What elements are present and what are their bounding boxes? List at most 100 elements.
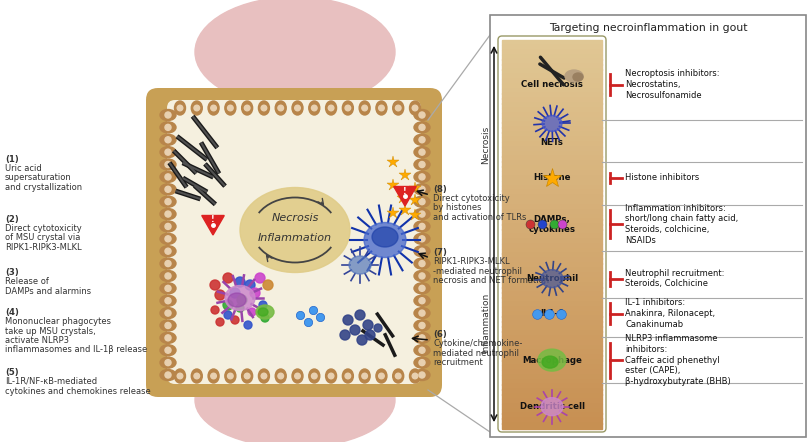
Ellipse shape — [160, 122, 176, 133]
Text: DAMPs,
cytokines: DAMPs, cytokines — [528, 215, 575, 234]
Ellipse shape — [414, 271, 430, 282]
Ellipse shape — [419, 112, 425, 118]
Ellipse shape — [419, 211, 425, 217]
Bar — [502, 404, 602, 409]
Circle shape — [343, 315, 353, 325]
Text: !: ! — [403, 187, 407, 195]
Ellipse shape — [228, 373, 233, 379]
Ellipse shape — [160, 357, 176, 368]
Bar — [502, 380, 602, 385]
Ellipse shape — [414, 283, 430, 294]
Ellipse shape — [177, 373, 183, 379]
Ellipse shape — [165, 137, 171, 143]
Bar — [502, 147, 602, 152]
Ellipse shape — [419, 285, 425, 291]
Ellipse shape — [419, 347, 425, 353]
Ellipse shape — [414, 147, 430, 158]
Ellipse shape — [160, 110, 176, 121]
Ellipse shape — [419, 260, 425, 267]
Ellipse shape — [419, 372, 425, 378]
Ellipse shape — [412, 373, 418, 379]
Bar — [502, 219, 602, 225]
Circle shape — [216, 318, 224, 326]
Text: RIPK1-RIPK3-MLKL: RIPK1-RIPK3-MLKL — [5, 243, 82, 252]
Bar — [502, 74, 602, 79]
Bar — [502, 122, 602, 128]
Bar — [490, 15, 806, 437]
Ellipse shape — [261, 373, 266, 379]
Ellipse shape — [278, 105, 284, 111]
Ellipse shape — [165, 211, 171, 217]
Ellipse shape — [414, 159, 430, 170]
Ellipse shape — [419, 161, 425, 168]
Text: Inflammation: Inflammation — [258, 233, 332, 243]
Bar — [502, 64, 602, 69]
Bar — [502, 59, 602, 65]
Bar — [502, 137, 602, 142]
Ellipse shape — [165, 372, 171, 378]
Ellipse shape — [208, 369, 219, 383]
Text: Release of: Release of — [5, 277, 49, 286]
Text: supersaturation: supersaturation — [5, 174, 72, 183]
Ellipse shape — [419, 335, 425, 341]
Circle shape — [374, 324, 382, 332]
Ellipse shape — [165, 347, 171, 353]
Ellipse shape — [349, 256, 371, 274]
Text: Necrosis: Necrosis — [481, 126, 491, 164]
Circle shape — [215, 290, 225, 300]
Ellipse shape — [160, 271, 176, 282]
Bar — [502, 156, 602, 162]
Ellipse shape — [295, 105, 301, 111]
Bar — [502, 132, 602, 137]
Ellipse shape — [165, 112, 171, 118]
Ellipse shape — [160, 246, 176, 257]
Ellipse shape — [225, 369, 236, 383]
Ellipse shape — [241, 369, 253, 383]
Bar — [502, 113, 602, 118]
Text: !: ! — [211, 216, 215, 225]
Text: Mononuclear phagocytes: Mononuclear phagocytes — [5, 317, 111, 326]
Text: inflammasomes and IL-1β release: inflammasomes and IL-1β release — [5, 346, 147, 354]
Ellipse shape — [362, 105, 368, 111]
Bar — [502, 152, 602, 157]
Ellipse shape — [165, 360, 171, 366]
Ellipse shape — [414, 171, 430, 183]
Text: (8): (8) — [433, 185, 447, 194]
Circle shape — [363, 320, 373, 330]
Bar — [502, 351, 602, 356]
Ellipse shape — [165, 298, 171, 304]
Ellipse shape — [419, 124, 425, 130]
Circle shape — [248, 308, 256, 316]
Bar — [502, 54, 602, 60]
Ellipse shape — [414, 345, 430, 356]
Ellipse shape — [160, 370, 176, 381]
Text: Targeting necroinflammation in gout: Targeting necroinflammation in gout — [548, 23, 748, 33]
Circle shape — [261, 314, 269, 322]
Ellipse shape — [393, 369, 403, 383]
Ellipse shape — [228, 293, 246, 307]
Ellipse shape — [419, 137, 425, 143]
Ellipse shape — [194, 105, 199, 111]
Bar — [502, 40, 602, 46]
Ellipse shape — [160, 147, 176, 158]
Bar — [502, 98, 602, 103]
Bar — [502, 84, 602, 89]
Bar — [502, 166, 602, 171]
Text: (5): (5) — [5, 368, 19, 377]
Bar — [502, 103, 602, 108]
Ellipse shape — [165, 161, 171, 168]
Text: IL-1R/NF-κB-mediated: IL-1R/NF-κB-mediated — [5, 377, 97, 386]
Ellipse shape — [395, 373, 401, 379]
Ellipse shape — [160, 295, 176, 306]
Circle shape — [365, 330, 375, 340]
Bar — [502, 195, 602, 201]
Ellipse shape — [419, 310, 425, 316]
Bar — [502, 394, 602, 400]
Ellipse shape — [245, 105, 250, 111]
Ellipse shape — [256, 305, 274, 319]
Bar — [502, 302, 602, 307]
Bar — [502, 258, 602, 263]
Bar — [502, 186, 602, 191]
Ellipse shape — [160, 221, 176, 232]
Ellipse shape — [414, 122, 430, 133]
